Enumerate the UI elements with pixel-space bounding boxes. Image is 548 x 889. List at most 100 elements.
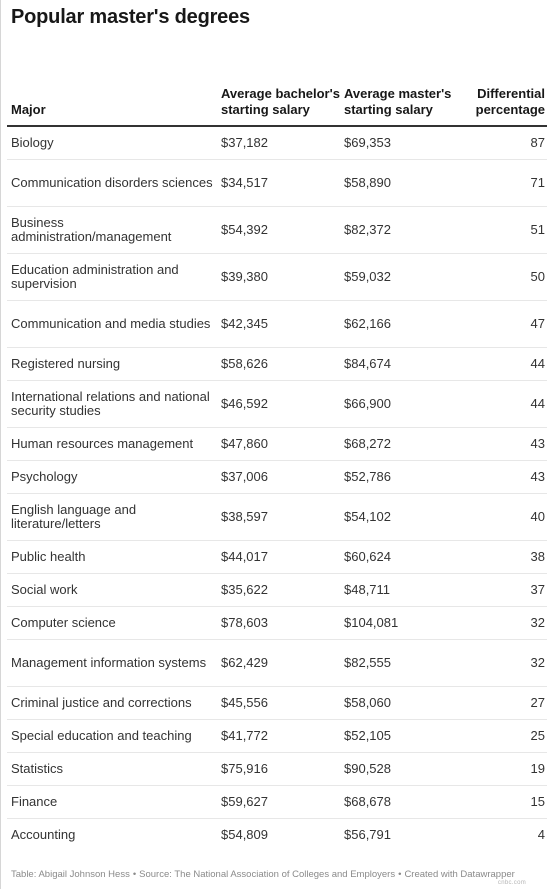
cell-major: Statistics: [7, 752, 217, 786]
cell-major: Computer science: [7, 606, 217, 640]
footer-separator: •: [132, 869, 137, 880]
table-row: Special education and teaching $41,772 $52…: [7, 719, 547, 753]
cell-master-salary: $62,166: [340, 300, 459, 348]
cell-major: Human resources management: [7, 427, 217, 461]
cell-major: Management information systems: [7, 639, 217, 687]
cell-differential: 27: [459, 686, 547, 720]
cell-differential: 37: [459, 573, 547, 607]
cell-master-salary: $84,674: [340, 347, 459, 381]
cell-major: Registered nursing: [7, 347, 217, 381]
cell-bachelor-salary: $38,597: [217, 493, 340, 541]
cell-master-salary: $58,060: [340, 686, 459, 720]
watermark-text: cnbc.com: [497, 880, 526, 886]
cell-differential: 87: [459, 126, 547, 160]
cell-major: Communication and media studies: [7, 300, 217, 348]
source-credit: Source: The National Association of Coll…: [139, 869, 396, 880]
cell-master-salary: $54,102: [340, 493, 459, 541]
cell-bachelor-salary: $54,392: [217, 206, 340, 254]
cell-differential: 19: [459, 752, 547, 786]
footer-credits: Table: Abigail Johnson Hess • Source: The …: [11, 869, 515, 880]
table-row: Communication disorders sciences $34,517 $…: [7, 159, 547, 207]
page-title: Popular master's degrees: [11, 6, 250, 28]
cell-differential: 44: [459, 380, 547, 428]
cell-bachelor-salary: $41,772: [217, 719, 340, 753]
cell-major: Special education and teaching: [7, 719, 217, 753]
cell-bachelor-salary: $45,556: [217, 686, 340, 720]
cell-major: Communication disorders sciences: [7, 159, 217, 207]
table-body: Biology $37,182 $69,353 87 Communication dis…: [7, 126, 547, 851]
cell-master-salary: $56,791: [344, 827, 391, 842]
cell-master-salary: $52,105: [340, 719, 459, 753]
cell-bachelor-salary: $44,017: [217, 540, 340, 574]
cell-master-salary: $104,081: [340, 606, 459, 640]
cell-major: Business administration/management: [7, 206, 217, 254]
cell-master-salary: $60,624: [340, 540, 459, 574]
cell-differential: 47: [459, 300, 547, 348]
table-credit: Table: Abigail Johnson Hess: [11, 869, 130, 880]
table-row: Registered nursing $58,626 $84,674 44: [7, 347, 547, 381]
cell-major: Biology: [7, 126, 217, 160]
cell-differential: 71: [459, 159, 547, 207]
cell-master-salary: $52,786: [340, 460, 459, 494]
table-row: Communication and media studies $42,345 $6…: [7, 300, 547, 348]
cell-differential: 43: [459, 427, 547, 461]
cell-bachelor-salary: $37,006: [217, 460, 340, 494]
cell-differential: 40: [459, 493, 547, 541]
cell-master-salary: $68,272: [340, 427, 459, 461]
cell-master-salary: $59,032: [340, 253, 459, 301]
footer-separator: •: [398, 869, 402, 880]
header-bachelor-salary[interactable]: Average bachelor's starting salary: [217, 52, 340, 127]
table-row: Management information systems $62,429 $82…: [7, 639, 547, 687]
cell-major: Education administration and supervision: [7, 253, 217, 301]
header-major[interactable]: Major: [7, 52, 217, 127]
cell-bachelor-salary: $58,626: [217, 347, 340, 381]
table-row: Human resources management $47,860 $68,272…: [7, 427, 547, 461]
cell-bachelor-salary: $62,429: [217, 639, 340, 687]
table-row: Computer science $78,603 $104,081 32: [7, 606, 547, 640]
cell-bachelor-salary: $75,916: [217, 752, 340, 786]
table-row: Accounting $54,809 $56,791 4: [7, 819, 547, 852]
cell-major: Accounting: [11, 827, 76, 842]
cell-master-salary: $82,555: [340, 639, 459, 687]
header-master-salary[interactable]: Average master's starting salary: [340, 52, 459, 127]
cell-bachelor-salary: $47,860: [217, 427, 340, 461]
cell-differential: 44: [459, 347, 547, 381]
cell-major: Criminal justice and corrections: [7, 686, 217, 720]
cell-bachelor-salary: $78,603: [217, 606, 340, 640]
cell-master-salary: $58,890: [340, 159, 459, 207]
table-row: Social work $35,622 $48,711 37: [7, 573, 547, 607]
cell-bachelor-salary: $54,809: [221, 827, 268, 842]
table-row: Public health $44,017 $60,624 38: [7, 540, 547, 574]
cell-major: Public health: [7, 540, 217, 574]
cell-master-salary: $48,711: [340, 573, 459, 607]
header-row: Major Average bachelor's starting salary…: [7, 52, 547, 127]
table-row: Psychology $37,006 $52,786 43: [7, 460, 547, 494]
cell-differential: 38: [459, 540, 547, 574]
created-with: Created with Datawrapper: [404, 869, 515, 880]
table-row: Business administration/management $54,39…: [7, 206, 547, 254]
cell-major: Finance: [7, 785, 217, 819]
cell-differential: 32: [459, 606, 547, 640]
table-row: International relations and national sec…: [7, 380, 547, 428]
table-row: Statistics $75,916 $90,528 19: [7, 752, 547, 786]
cell-differential: 43: [459, 460, 547, 494]
cell-master-salary: $68,678: [340, 785, 459, 819]
cell-differential: 4: [537, 827, 545, 842]
cell-differential: 15: [459, 785, 547, 819]
table-row: Biology $37,182 $69,353 87: [7, 126, 547, 160]
cell-bachelor-salary: $39,380: [217, 253, 340, 301]
header-differential[interactable]: Differential percentage: [459, 52, 547, 127]
cell-differential: 50: [459, 253, 547, 301]
cell-bachelor-salary: $59,627: [217, 785, 340, 819]
cell-major: Social work: [7, 573, 217, 607]
table-row: English language and literature/letters $…: [7, 493, 547, 541]
cell-bachelor-salary: $37,182: [217, 126, 340, 160]
cell-major: English language and literature/letters: [7, 493, 217, 541]
cell-major: International relations and national sec…: [7, 380, 217, 428]
cell-bachelor-salary: $46,592: [217, 380, 340, 428]
salary-table: Major Average bachelor's starting salary…: [7, 52, 547, 851]
cell-bachelor-salary: $42,345: [217, 300, 340, 348]
cell-major: Psychology: [7, 460, 217, 494]
cell-bachelor-salary: $34,517: [217, 159, 340, 207]
